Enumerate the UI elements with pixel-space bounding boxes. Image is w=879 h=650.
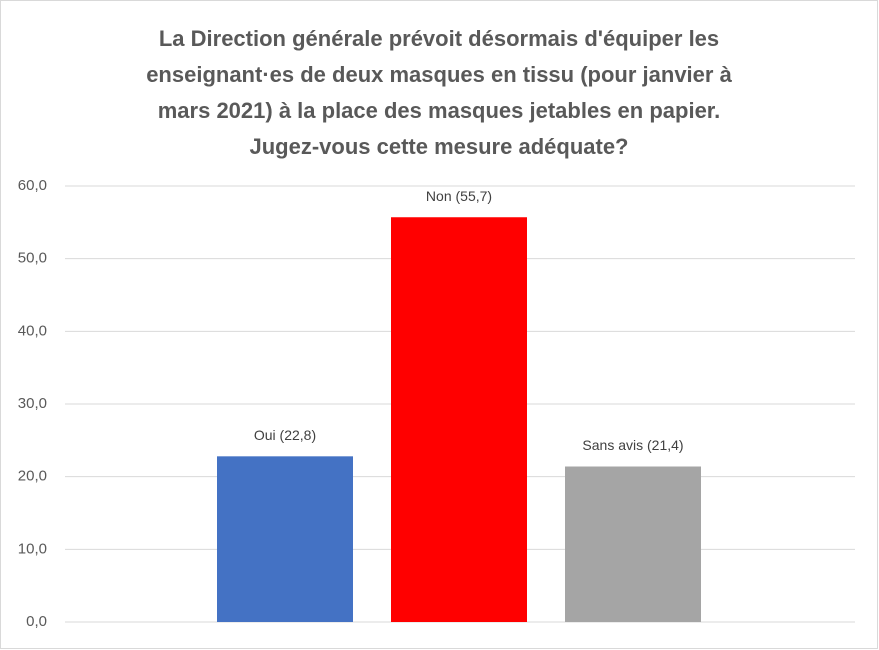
value-label: Oui (22,8) [254, 427, 316, 443]
chart-title: La Direction générale prévoit désormais … [159, 26, 719, 51]
chart-title: Jugez-vous cette mesure adéquate? [249, 134, 628, 159]
bar [565, 466, 701, 622]
value-label: Non (55,7) [426, 188, 492, 204]
y-tick-label: 30,0 [18, 395, 47, 412]
value-label: Sans avis (21,4) [582, 437, 683, 453]
y-tick-label: 40,0 [18, 322, 47, 339]
y-tick-label: 10,0 [18, 540, 47, 557]
chart-title: enseignant·es de deux masques en tissu (… [146, 62, 732, 87]
y-tick-label: 0,0 [26, 613, 47, 630]
bar [217, 456, 353, 622]
y-tick-label: 50,0 [18, 250, 47, 267]
y-tick-label: 60,0 [18, 177, 47, 194]
chart-title: mars 2021) à la place des masques jetabl… [158, 98, 721, 123]
bar [391, 217, 527, 622]
y-tick-label: 20,0 [18, 468, 47, 485]
